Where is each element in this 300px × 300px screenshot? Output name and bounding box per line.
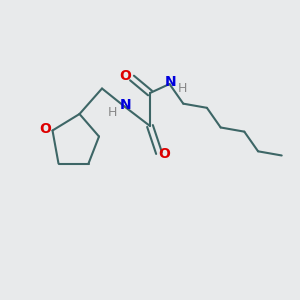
Text: H: H	[177, 82, 187, 95]
Text: O: O	[119, 70, 131, 83]
Text: O: O	[39, 122, 51, 136]
Text: O: O	[158, 148, 170, 161]
Text: H: H	[108, 106, 117, 119]
Text: N: N	[120, 98, 132, 112]
Text: N: N	[165, 76, 176, 89]
